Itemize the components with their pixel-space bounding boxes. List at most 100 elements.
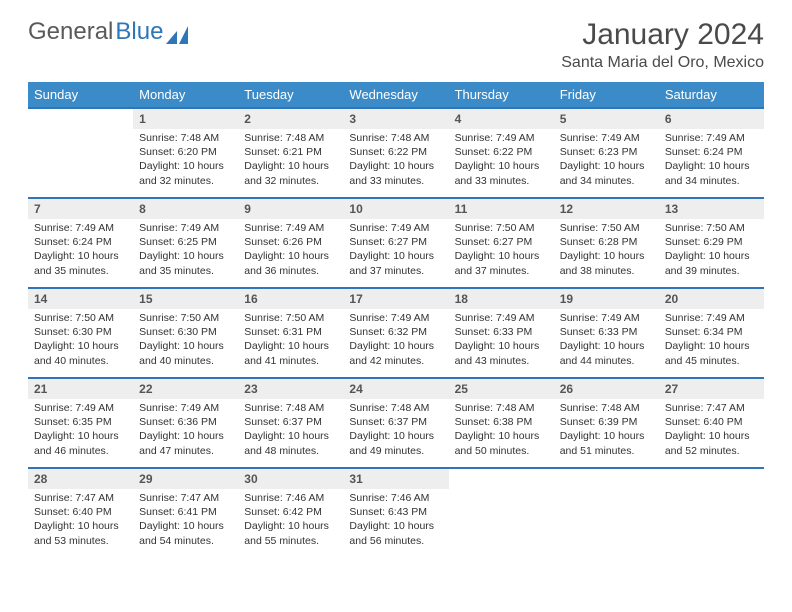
day-cell: 4Sunrise: 7:49 AMSunset: 6:22 PMDaylight… — [449, 108, 554, 198]
daylight-text: Daylight: 10 hours and 54 minutes. — [139, 519, 232, 547]
day-content: Sunrise: 7:46 AMSunset: 6:43 PMDaylight:… — [343, 489, 448, 552]
dow-friday: Friday — [554, 82, 659, 108]
day-content: Sunrise: 7:48 AMSunset: 6:21 PMDaylight:… — [238, 129, 343, 192]
day-cell: 17Sunrise: 7:49 AMSunset: 6:32 PMDayligh… — [343, 288, 448, 378]
sunrise-text: Sunrise: 7:47 AM — [665, 401, 758, 415]
sunrise-text: Sunrise: 7:49 AM — [34, 221, 127, 235]
sunset-text: Sunset: 6:27 PM — [455, 235, 548, 249]
day-content: Sunrise: 7:50 AMSunset: 6:27 PMDaylight:… — [449, 219, 554, 282]
daylight-text: Daylight: 10 hours and 36 minutes. — [244, 249, 337, 277]
day-content: Sunrise: 7:48 AMSunset: 6:38 PMDaylight:… — [449, 399, 554, 462]
day-cell: 15Sunrise: 7:50 AMSunset: 6:30 PMDayligh… — [133, 288, 238, 378]
day-number: 16 — [238, 289, 343, 309]
day-content: Sunrise: 7:50 AMSunset: 6:29 PMDaylight:… — [659, 219, 764, 282]
day-number: 25 — [449, 379, 554, 399]
day-content: Sunrise: 7:47 AMSunset: 6:41 PMDaylight:… — [133, 489, 238, 552]
sunset-text: Sunset: 6:25 PM — [139, 235, 232, 249]
daylight-text: Daylight: 10 hours and 32 minutes. — [244, 159, 337, 187]
day-content: Sunrise: 7:50 AMSunset: 6:30 PMDaylight:… — [133, 309, 238, 372]
dow-wednesday: Wednesday — [343, 82, 448, 108]
sunrise-text: Sunrise: 7:48 AM — [349, 401, 442, 415]
day-cell: 14Sunrise: 7:50 AMSunset: 6:30 PMDayligh… — [28, 288, 133, 378]
sunset-text: Sunset: 6:33 PM — [560, 325, 653, 339]
daylight-text: Daylight: 10 hours and 40 minutes. — [139, 339, 232, 367]
day-content: Sunrise: 7:49 AMSunset: 6:23 PMDaylight:… — [554, 129, 659, 192]
dow-monday: Monday — [133, 82, 238, 108]
day-content: Sunrise: 7:48 AMSunset: 6:37 PMDaylight:… — [343, 399, 448, 462]
sunrise-text: Sunrise: 7:47 AM — [34, 491, 127, 505]
day-number: 7 — [28, 199, 133, 219]
title-block: January 2024 Santa Maria del Oro, Mexico — [561, 18, 764, 72]
day-content: Sunrise: 7:46 AMSunset: 6:42 PMDaylight:… — [238, 489, 343, 552]
day-content: Sunrise: 7:49 AMSunset: 6:34 PMDaylight:… — [659, 309, 764, 372]
day-content: Sunrise: 7:49 AMSunset: 6:33 PMDaylight:… — [449, 309, 554, 372]
sunrise-text: Sunrise: 7:49 AM — [34, 401, 127, 415]
sunset-text: Sunset: 6:37 PM — [349, 415, 442, 429]
sunset-text: Sunset: 6:20 PM — [139, 145, 232, 159]
sunset-text: Sunset: 6:30 PM — [34, 325, 127, 339]
day-number: 4 — [449, 109, 554, 129]
daylight-text: Daylight: 10 hours and 51 minutes. — [560, 429, 653, 457]
day-cell: 25Sunrise: 7:48 AMSunset: 6:38 PMDayligh… — [449, 378, 554, 468]
sunset-text: Sunset: 6:29 PM — [665, 235, 758, 249]
sunrise-text: Sunrise: 7:49 AM — [244, 221, 337, 235]
daylight-text: Daylight: 10 hours and 33 minutes. — [349, 159, 442, 187]
day-of-week-row: Sunday Monday Tuesday Wednesday Thursday… — [28, 82, 764, 108]
daylight-text: Daylight: 10 hours and 56 minutes. — [349, 519, 442, 547]
day-content: Sunrise: 7:49 AMSunset: 6:25 PMDaylight:… — [133, 219, 238, 282]
sunrise-text: Sunrise: 7:49 AM — [139, 401, 232, 415]
day-cell: 18Sunrise: 7:49 AMSunset: 6:33 PMDayligh… — [449, 288, 554, 378]
week-row: 21Sunrise: 7:49 AMSunset: 6:35 PMDayligh… — [28, 378, 764, 468]
sunset-text: Sunset: 6:40 PM — [665, 415, 758, 429]
day-cell: 27Sunrise: 7:47 AMSunset: 6:40 PMDayligh… — [659, 378, 764, 468]
daylight-text: Daylight: 10 hours and 35 minutes. — [139, 249, 232, 277]
day-number: 14 — [28, 289, 133, 309]
sunrise-text: Sunrise: 7:46 AM — [244, 491, 337, 505]
logo: GeneralBlue — [28, 18, 188, 46]
day-number: 11 — [449, 199, 554, 219]
day-number: 23 — [238, 379, 343, 399]
sunrise-text: Sunrise: 7:49 AM — [560, 131, 653, 145]
day-content: Sunrise: 7:50 AMSunset: 6:31 PMDaylight:… — [238, 309, 343, 372]
day-cell: 19Sunrise: 7:49 AMSunset: 6:33 PMDayligh… — [554, 288, 659, 378]
sunrise-text: Sunrise: 7:49 AM — [665, 311, 758, 325]
sunrise-text: Sunrise: 7:46 AM — [349, 491, 442, 505]
week-row: 7Sunrise: 7:49 AMSunset: 6:24 PMDaylight… — [28, 198, 764, 288]
day-content: Sunrise: 7:49 AMSunset: 6:32 PMDaylight:… — [343, 309, 448, 372]
day-cell: 7Sunrise: 7:49 AMSunset: 6:24 PMDaylight… — [28, 198, 133, 288]
day-number: 12 — [554, 199, 659, 219]
day-number: 2 — [238, 109, 343, 129]
day-number: 29 — [133, 469, 238, 489]
calendar-body: 1Sunrise: 7:48 AMSunset: 6:20 PMDaylight… — [28, 108, 764, 558]
logo-sail-icon — [166, 23, 188, 41]
sunrise-text: Sunrise: 7:48 AM — [244, 131, 337, 145]
day-number: 5 — [554, 109, 659, 129]
sunrise-text: Sunrise: 7:50 AM — [455, 221, 548, 235]
day-number: 9 — [238, 199, 343, 219]
sunset-text: Sunset: 6:35 PM — [34, 415, 127, 429]
daylight-text: Daylight: 10 hours and 34 minutes. — [665, 159, 758, 187]
daylight-text: Daylight: 10 hours and 39 minutes. — [665, 249, 758, 277]
day-content: Sunrise: 7:50 AMSunset: 6:30 PMDaylight:… — [28, 309, 133, 372]
daylight-text: Daylight: 10 hours and 34 minutes. — [560, 159, 653, 187]
day-cell — [449, 468, 554, 558]
daylight-text: Daylight: 10 hours and 32 minutes. — [139, 159, 232, 187]
week-row: 1Sunrise: 7:48 AMSunset: 6:20 PMDaylight… — [28, 108, 764, 198]
day-content: Sunrise: 7:49 AMSunset: 6:22 PMDaylight:… — [449, 129, 554, 192]
sunset-text: Sunset: 6:23 PM — [560, 145, 653, 159]
day-number: 19 — [554, 289, 659, 309]
day-number: 15 — [133, 289, 238, 309]
sunset-text: Sunset: 6:21 PM — [244, 145, 337, 159]
daylight-text: Daylight: 10 hours and 55 minutes. — [244, 519, 337, 547]
page-header: GeneralBlue January 2024 Santa Maria del… — [28, 18, 764, 72]
daylight-text: Daylight: 10 hours and 41 minutes. — [244, 339, 337, 367]
sunrise-text: Sunrise: 7:49 AM — [455, 131, 548, 145]
dow-saturday: Saturday — [659, 82, 764, 108]
sunset-text: Sunset: 6:27 PM — [349, 235, 442, 249]
day-content: Sunrise: 7:48 AMSunset: 6:37 PMDaylight:… — [238, 399, 343, 462]
day-number: 1 — [133, 109, 238, 129]
day-number: 28 — [28, 469, 133, 489]
daylight-text: Daylight: 10 hours and 50 minutes. — [455, 429, 548, 457]
day-content: Sunrise: 7:47 AMSunset: 6:40 PMDaylight:… — [28, 489, 133, 552]
daylight-text: Daylight: 10 hours and 38 minutes. — [560, 249, 653, 277]
